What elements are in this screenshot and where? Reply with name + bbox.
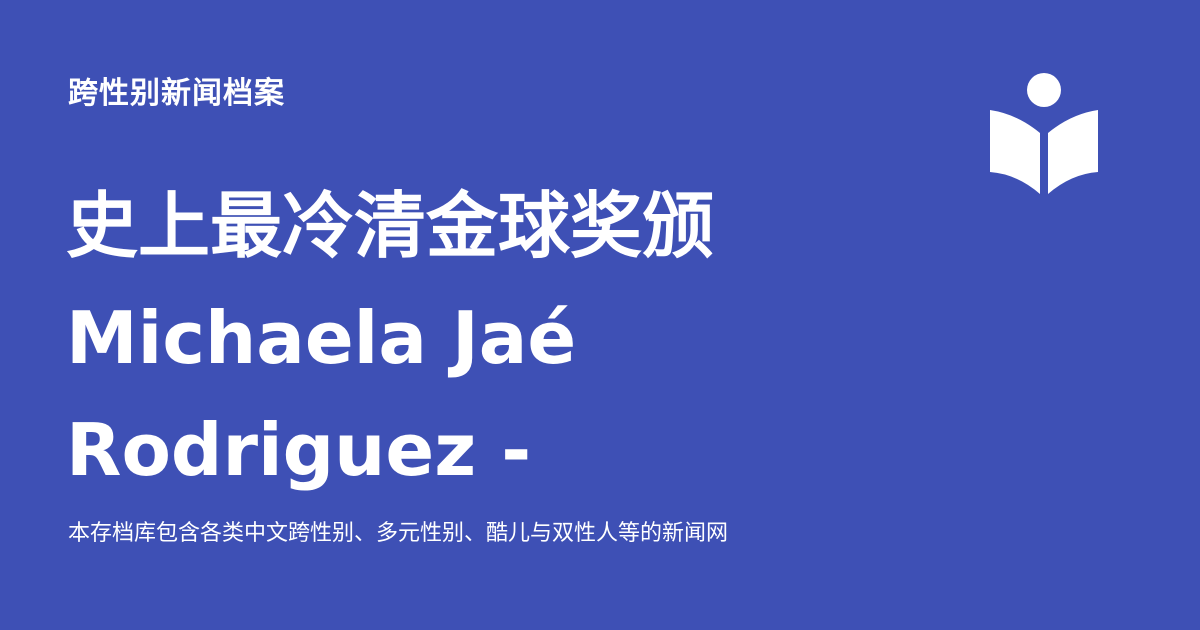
article-title-line-1: 史上最冷清金球奖颁 xyxy=(66,184,715,268)
article-description: 本存档库包含各类中文跨性别、多元性别、酷儿与双性人等的新闻网 xyxy=(68,521,729,546)
reader-head-shape xyxy=(1027,73,1061,107)
article-title: 史上最冷清金球奖颁 Michaela Jaé Rodriguez - xyxy=(66,170,896,506)
book-right-page-shape xyxy=(1048,110,1098,194)
article-title-line-2: Michaela Jaé xyxy=(66,296,577,380)
book-left-page-shape xyxy=(990,110,1040,194)
open-book-reader-icon xyxy=(990,73,1098,194)
site-name: 跨性别新闻档案 xyxy=(68,76,285,111)
article-title-line-3: Rodriguez - xyxy=(66,408,532,492)
